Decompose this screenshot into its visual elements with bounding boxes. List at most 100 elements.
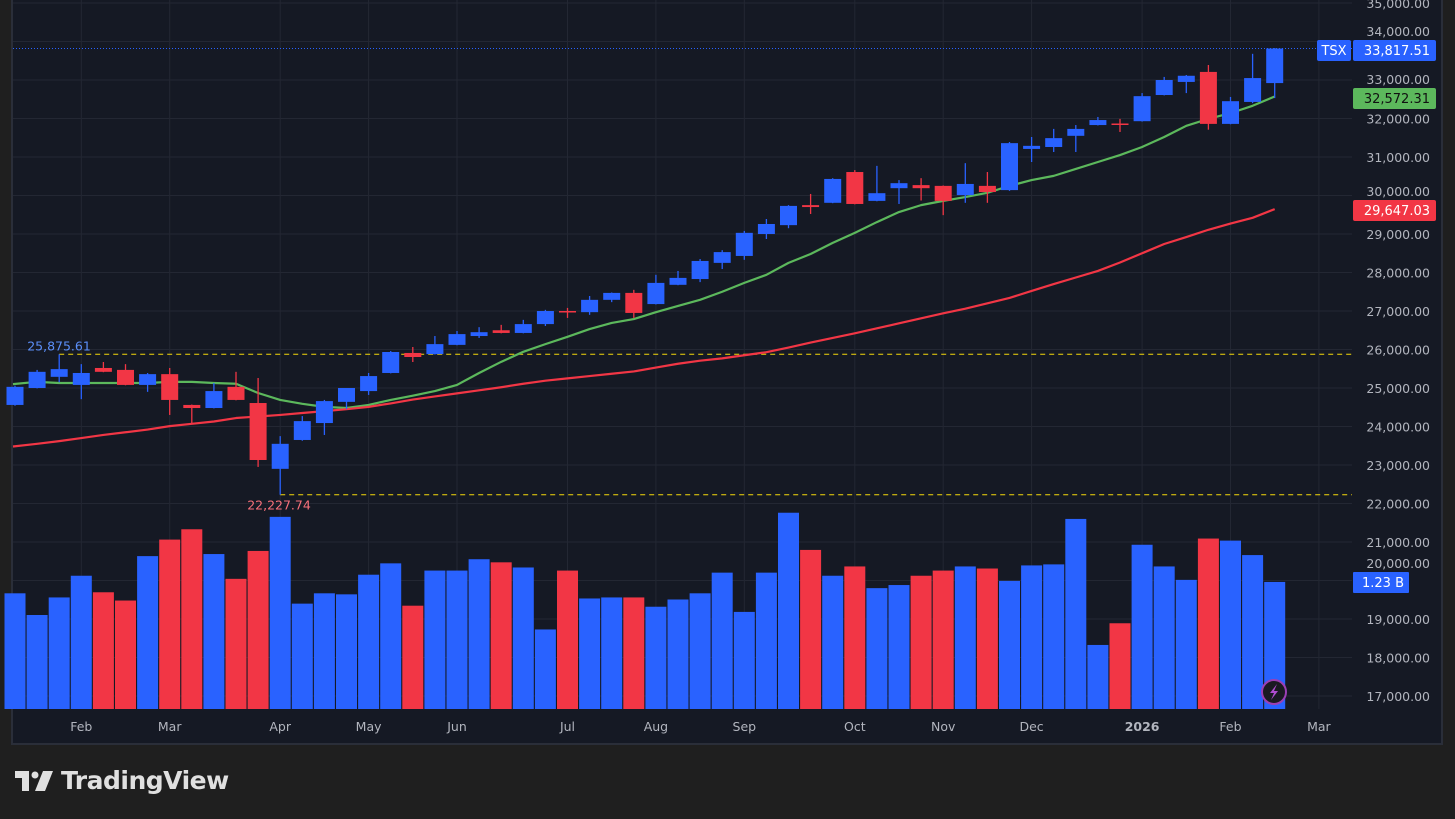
candle-down xyxy=(625,292,643,313)
price-tick-label: 22,000.00 xyxy=(1366,497,1430,512)
price-tick-label: 25,000.00 xyxy=(1366,381,1430,396)
candle-down xyxy=(227,386,245,400)
candle-up xyxy=(581,299,599,313)
candle-up xyxy=(50,369,68,377)
candle-up xyxy=(271,443,289,469)
candle-up xyxy=(890,183,908,189)
price-tick-label: 35,000.00 xyxy=(1366,0,1430,11)
volume-bar xyxy=(954,566,976,709)
time-tick-label: Oct xyxy=(844,719,866,734)
volume-bar xyxy=(1175,579,1197,709)
candle-up xyxy=(669,277,687,285)
volume-bar xyxy=(800,549,822,709)
time-tick-label: Aug xyxy=(644,719,668,734)
volume-bar xyxy=(70,575,92,709)
volume-bar xyxy=(424,570,446,709)
volume-bar xyxy=(778,512,799,709)
candle-up xyxy=(426,344,444,355)
volume-bar xyxy=(380,563,402,709)
volume-bar xyxy=(1153,566,1175,709)
time-tick-label: Feb xyxy=(1219,719,1241,734)
candle-up xyxy=(1266,48,1284,84)
price-tick-label: 18,000.00 xyxy=(1366,651,1430,666)
volume-bar xyxy=(557,570,578,709)
candle-up xyxy=(72,372,90,385)
candle-up xyxy=(1001,143,1018,191)
ma-fast-line xyxy=(12,95,1276,410)
time-tick-label: Feb xyxy=(70,719,92,734)
candle-up xyxy=(735,232,753,256)
candle-up xyxy=(470,332,488,337)
volume-bar xyxy=(1021,565,1043,709)
volume-bar xyxy=(579,598,601,709)
volume-bar xyxy=(468,559,490,709)
volume-bar xyxy=(999,580,1020,709)
price-markers: 25,875.61 22,227.74 xyxy=(27,338,311,512)
ma-fast-text: 32,572.31 xyxy=(1364,92,1430,107)
ma-slow-badge xyxy=(1353,200,1436,221)
candle-up xyxy=(1222,101,1239,124)
moving-averages xyxy=(12,95,1276,448)
symbol-badge xyxy=(1317,40,1351,61)
candles[interactable] xyxy=(6,48,1284,495)
candle-down xyxy=(117,369,134,385)
time-tick-label: Mar xyxy=(158,719,182,734)
candle-up xyxy=(28,371,46,388)
price-tick-label: 29,000.00 xyxy=(1366,227,1430,242)
candle-up xyxy=(691,260,709,280)
ma-fast-badge xyxy=(1353,88,1436,109)
volume-bar xyxy=(711,572,733,709)
price-tick-label: 23,000.00 xyxy=(1366,458,1430,473)
volume-bar xyxy=(291,603,313,709)
candle-up xyxy=(6,386,24,405)
volume-bar xyxy=(910,575,932,709)
volume-bar xyxy=(1264,581,1286,709)
candle-down xyxy=(249,403,267,460)
candle-up xyxy=(1177,75,1195,82)
price-tick-label: 34,000.00 xyxy=(1366,24,1430,39)
price-axis[interactable]: 17,000.00 18,000.00 19,000.00 20,000.00 21,0… xyxy=(1366,0,1430,704)
candle-down xyxy=(846,172,864,204)
volume-bar xyxy=(601,597,623,709)
volume-bar xyxy=(689,593,711,709)
price-tick-label: 20,000.00 xyxy=(1366,556,1430,571)
time-axis[interactable]: Feb Mar Apr May Jun Jul Aug Sep Oct Nov Dec 2026 Feb… xyxy=(70,719,1331,734)
volume-bar xyxy=(1087,644,1109,709)
volume-bar xyxy=(866,588,888,709)
candle-down xyxy=(802,205,820,208)
volume-bar xyxy=(4,593,26,709)
volume-bar xyxy=(1197,538,1219,709)
price-tick-label: 19,000.00 xyxy=(1366,612,1430,627)
price-tick-label: 21,000.00 xyxy=(1366,535,1430,550)
volume-bar xyxy=(1109,623,1131,709)
candle-down xyxy=(161,374,179,400)
candle-up xyxy=(360,376,378,392)
candle-down xyxy=(404,352,422,358)
price-tick-label: 26,000.00 xyxy=(1366,343,1430,358)
tradingview-logo-icon xyxy=(15,770,53,791)
volume-bar xyxy=(402,605,424,709)
volume-bar xyxy=(269,516,291,709)
tradingview-logo[interactable]: TradingView xyxy=(15,766,229,795)
lightning-icon[interactable] xyxy=(1261,679,1287,705)
candle-up xyxy=(536,311,554,325)
volume-bar xyxy=(667,599,689,709)
candle-up xyxy=(1133,96,1151,122)
level-lines xyxy=(13,48,1352,496)
scale-badges: TSX 33,817.51 32,572.31 29,647.03 1.23 B xyxy=(1317,40,1436,593)
symbol-badge-text: TSX xyxy=(1320,44,1346,59)
candle-up xyxy=(448,334,466,345)
volume-bar xyxy=(48,597,70,709)
volume-bar xyxy=(755,572,777,709)
candle-down xyxy=(1111,123,1129,126)
volume-bar xyxy=(313,593,335,709)
time-tick-label: Dec xyxy=(1019,719,1043,734)
candle-up xyxy=(647,282,665,305)
volume-bar xyxy=(822,575,844,709)
candle-up xyxy=(1089,120,1107,126)
ma-slow-line xyxy=(12,208,1276,448)
volume-bar xyxy=(247,550,269,709)
last-price-badge xyxy=(1353,40,1436,61)
candle-up xyxy=(780,205,797,226)
